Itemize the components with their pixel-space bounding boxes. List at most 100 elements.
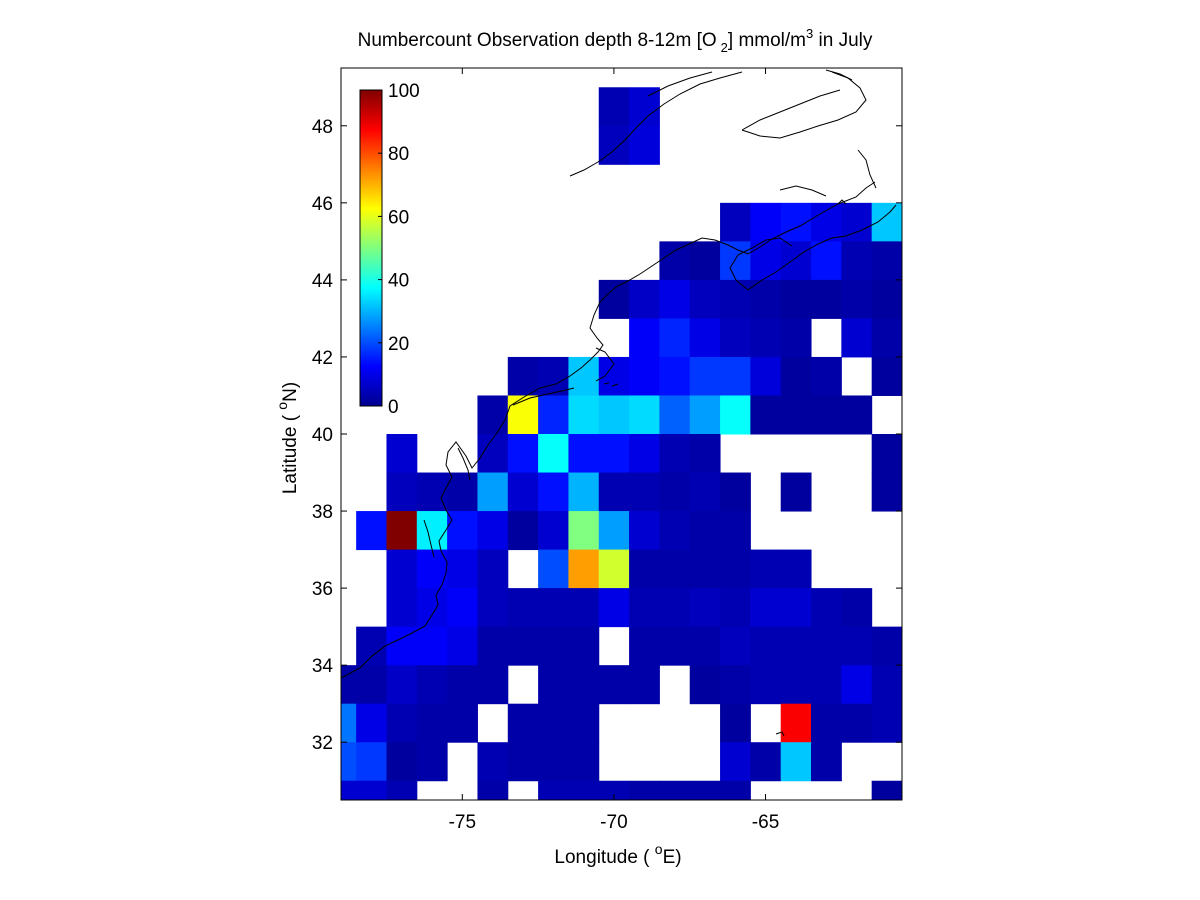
- coastline-long-island: [512, 387, 575, 406]
- heatmap-cell: [629, 665, 660, 705]
- heatmap-cell: [477, 434, 509, 474]
- heatmap-cell: [568, 588, 600, 628]
- coastline-anticosti: [825, 69, 853, 81]
- y-tick-label: 38: [312, 502, 333, 523]
- heatmap-cell: [629, 125, 660, 165]
- heatmap-cell: [659, 511, 691, 551]
- chart-title-tail: in July: [813, 30, 873, 51]
- heatmap-cell: [447, 665, 478, 705]
- heatmap-cell: [780, 665, 812, 705]
- heatmap-cell: [811, 588, 842, 628]
- heatmap-cell: [659, 434, 691, 474]
- heatmap-cell: [598, 588, 630, 628]
- heatmap-cell: [416, 511, 448, 551]
- x-tick-label: -65: [752, 812, 779, 833]
- heatmap-cell: [841, 626, 873, 666]
- heatmap-cell: [689, 434, 721, 474]
- coastline-chesapeake: [423, 519, 435, 558]
- heatmap-cell: [720, 202, 751, 242]
- y-tick-label: 32: [312, 733, 333, 754]
- heatmap-cell: [538, 742, 569, 782]
- heatmap-cell: [629, 626, 660, 666]
- heatmap-cell: [386, 549, 418, 589]
- heatmap-cell: [720, 742, 751, 782]
- island-magdalen: [837, 199, 847, 205]
- heatmap-cell: [356, 780, 387, 801]
- heatmap-cell: [447, 472, 478, 512]
- coastline-st-lawrence-north: [647, 71, 713, 97]
- heatmap-cell: [659, 780, 691, 801]
- heatmap-cell: [689, 626, 721, 666]
- heatmap-cell: [538, 472, 569, 512]
- heatmap-cell: [356, 626, 387, 666]
- heatmap-cell: [341, 780, 357, 801]
- heatmap-cell: [386, 780, 418, 801]
- heatmap-cell: [689, 279, 721, 319]
- colorbar-tick-label: 0: [388, 397, 399, 418]
- heatmap-cell: [689, 588, 721, 628]
- chart-title-main: Numbercount Observation depth 8-12m [O: [358, 30, 717, 51]
- heatmap-cell: [538, 511, 569, 551]
- heatmap-cell: [477, 588, 509, 628]
- heatmap-cell: [416, 588, 448, 628]
- heatmap-cell: [538, 626, 569, 666]
- heatmap-cell: [659, 279, 691, 319]
- heatmap-cell: [750, 356, 782, 396]
- heatmap-cell: [568, 626, 600, 666]
- heatmap-cell: [416, 665, 448, 705]
- y-tick-label: 46: [312, 194, 333, 215]
- heatmap-cell: [477, 395, 509, 435]
- heatmap-cell: [720, 318, 751, 358]
- heatmap-cell: [659, 588, 691, 628]
- heatmap-cell: [507, 588, 539, 628]
- x-axis-label: Longitude ( oE): [554, 841, 681, 868]
- island-bermuda: [775, 731, 785, 737]
- heatmap-cell: [507, 395, 539, 435]
- coastline: [340, 69, 897, 679]
- heatmap-cell: [750, 395, 782, 435]
- y-tick-label: 42: [312, 348, 333, 369]
- coastline-gaspe-peninsula: [741, 71, 867, 139]
- coastline-gaspe: [741, 89, 841, 131]
- heatmap-cell: [689, 395, 721, 435]
- heatmap-cell: [780, 549, 812, 589]
- heatmap-cell: [538, 395, 569, 435]
- heatmap-cell: [659, 318, 691, 358]
- islands: [603, 199, 847, 737]
- colorbar-gradient: [359, 89, 383, 407]
- heatmap-cell: [780, 318, 812, 358]
- x-tick-label: -75: [449, 812, 476, 833]
- heatmap-cell: [447, 588, 478, 628]
- heatmap-cell: [477, 511, 509, 551]
- heatmap-cell: [507, 703, 539, 743]
- coastline-cape-cod: [595, 347, 615, 382]
- heatmap-cell: [841, 665, 873, 705]
- heatmap-cell: [507, 356, 539, 396]
- heatmap-cell: [629, 356, 660, 396]
- heatmap-cell: [386, 665, 418, 705]
- heatmap-cell: [629, 434, 660, 474]
- heatmap-cell: [750, 742, 782, 782]
- heatmap-cell: [356, 742, 387, 782]
- heatmap-cell: [598, 780, 630, 801]
- heatmap-cell: [659, 356, 691, 396]
- y-axis-label-post: N): [280, 382, 301, 402]
- heatmap-cell: [811, 356, 842, 396]
- coastline-nova-scotia: [735, 204, 897, 291]
- x-axis-ticks: -75 -70 -65: [449, 68, 779, 833]
- heatmap-cell: [416, 703, 448, 743]
- chart-title-sup: 3: [806, 26, 813, 41]
- heatmap-cell: [659, 395, 691, 435]
- heatmap-cell: [386, 588, 418, 628]
- colorbar: 0 20 40 60 80 100: [359, 81, 420, 418]
- heatmap-cell: [841, 241, 873, 281]
- heatmap-cell: [720, 665, 751, 705]
- heatmap-cell: [629, 472, 660, 512]
- coastline-pei: [779, 185, 827, 197]
- x-axis-label-post: E): [663, 847, 682, 868]
- heatmap-cell: [750, 241, 782, 281]
- heatmap-cell: [598, 395, 630, 435]
- heatmap-cell: [720, 626, 751, 666]
- heatmap-cell: [871, 703, 903, 743]
- heatmap-cell: [841, 279, 873, 319]
